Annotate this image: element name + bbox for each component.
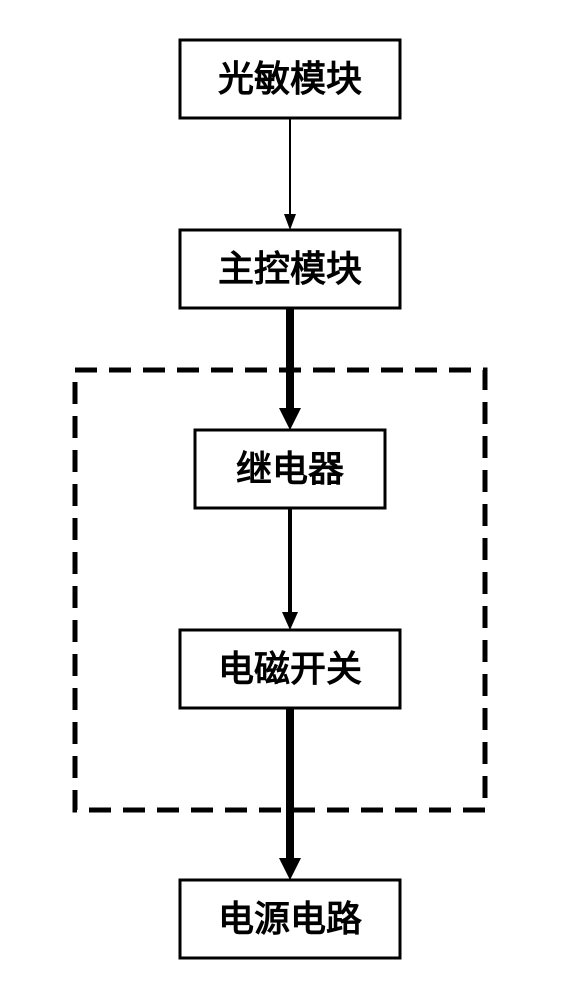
flow-node-label: 继电器	[236, 449, 345, 489]
flow-node-label: 主控模块	[218, 249, 362, 289]
flow-node-label: 光敏模块	[218, 59, 362, 99]
flowchart-diagram: 光敏模块主控模块继电器电磁开关电源电路	[0, 0, 571, 1000]
flow-node-label: 电源电路	[218, 899, 363, 939]
flow-node-label: 电磁开关	[218, 649, 362, 689]
